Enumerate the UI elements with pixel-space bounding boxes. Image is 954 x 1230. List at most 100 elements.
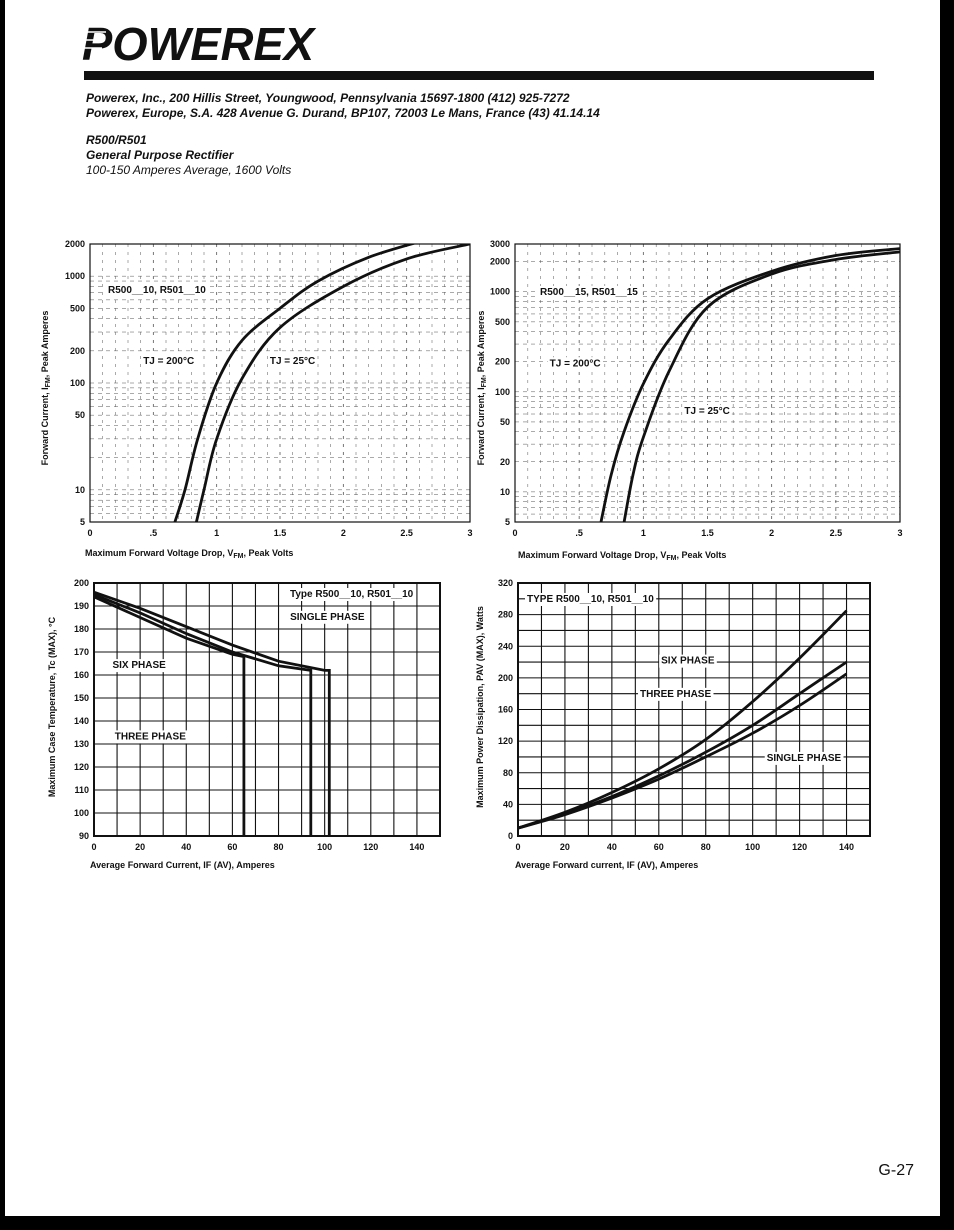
powerex-logo: POWEREX (82, 20, 316, 66)
y-tick-label: 200 (495, 357, 510, 367)
plot-frame (93, 582, 441, 837)
x-axis-label: Average Forward current, IF (AV), Ampere… (515, 860, 698, 870)
x-axis-label-main: Maximum Forward Voltage Drop, V (518, 550, 666, 560)
series-label: TJ = 25°C (270, 356, 315, 367)
y-tick-label: 200 (70, 346, 85, 356)
y-axis-label-main: Maximum Power Dissipation, PAV (MAX), Wa… (475, 606, 485, 808)
grid (514, 243, 901, 523)
series-label: SINGLE PHASE (290, 612, 365, 623)
x-tick-label: 0 (515, 842, 520, 852)
x-tick-label: 2.5 (400, 528, 413, 538)
y-tick-label: 150 (74, 693, 89, 703)
x-tick-label: .5 (575, 528, 583, 538)
x-axis-label-tail: , Peak Volts (676, 550, 726, 560)
y-tick-label: 200 (74, 578, 89, 588)
y-axis-label-main: Forward Current, I (40, 387, 50, 465)
y-tick-label: 200 (498, 673, 513, 683)
series-line-tj-25-c (622, 250, 900, 522)
y-axis-label-main: Forward Current, I (476, 387, 486, 465)
series-label-bg (764, 751, 844, 765)
series-label-bg (267, 355, 318, 369)
x-axis-label-tail: , Peak Volts (243, 548, 293, 558)
y-tick-label: 170 (74, 647, 89, 657)
y-tick-label: 500 (495, 317, 510, 327)
y-tick-label: 320 (498, 578, 513, 588)
series-label-bg (659, 654, 717, 668)
y-tick-label: 0 (508, 831, 513, 841)
x-tick-label: 0 (91, 842, 96, 852)
page-number: G-27 (878, 1162, 914, 1179)
series-line-single-phase (94, 590, 331, 836)
y-tick-label: 2000 (65, 239, 85, 249)
series-label: SIX PHASE (661, 656, 715, 667)
x-axis-label-main: Average Forward Current, IF (AV), Ampere… (90, 860, 275, 870)
series-label-bg (638, 687, 714, 701)
y-tick-label: 1000 (65, 271, 85, 281)
y-tick-label: 160 (498, 705, 513, 715)
series-label: THREE PHASE (640, 689, 711, 700)
series-line-single-phase (518, 672, 848, 830)
series-line-tj-25-c (195, 244, 470, 522)
y-tick-label: 40 (503, 799, 513, 809)
x-tick-label: 40 (607, 842, 617, 852)
x-tick-label: 0 (512, 528, 517, 538)
y-tick-label: 5 (80, 517, 85, 527)
series-label: TJ = 200°C (143, 356, 194, 367)
x-tick-label: 1.5 (274, 528, 287, 538)
product-type: General Purpose Rectifier (86, 148, 234, 162)
y-tick-label: 100 (70, 378, 85, 388)
y-axis-label-sub: FM (481, 377, 488, 387)
x-tick-label: 80 (701, 842, 711, 852)
part-number: R500/R501 (86, 133, 147, 147)
y-tick-label: 500 (70, 303, 85, 313)
series-label-bg (682, 405, 732, 419)
plot-frame (517, 582, 871, 837)
grid (517, 582, 871, 837)
x-tick-label: 20 (560, 842, 570, 852)
plot-frame (89, 243, 471, 523)
y-tick-label: 10 (500, 487, 510, 497)
chart-annotation: R500__10, R501__10 (108, 285, 206, 296)
x-tick-label: 2 (769, 528, 774, 538)
x-axis-label-sub: FM (666, 555, 676, 562)
y-tick-label: 5 (505, 517, 510, 527)
y-axis-label: Maximum Case Temperature, Tc (MAX), °C (47, 616, 57, 797)
y-axis-label-main: Maximum Case Temperature, Tc (MAX), °C (47, 616, 57, 797)
x-axis-label-main: Average Forward current, IF (AV), Ampere… (515, 860, 698, 870)
y-tick-label: 140 (74, 716, 89, 726)
x-tick-label: 20 (135, 842, 145, 852)
x-tick-label: 1 (641, 528, 646, 538)
series-line-tj-200-c (173, 244, 417, 522)
x-axis-label: Average Forward Current, IF (AV), Ampere… (90, 860, 275, 870)
y-tick-label: 110 (74, 785, 89, 795)
frame-left (0, 0, 5, 1230)
series-label: THREE PHASE (115, 731, 186, 742)
y-tick-label: 240 (498, 641, 513, 651)
chart-case-temperature: 0 20 40 60 80 100 120 140 90 100 110 120 130 140 150 16… (47, 578, 441, 870)
y-tick-label: 180 (74, 624, 89, 634)
plot-frame (514, 243, 901, 523)
chart-forward-voltage-15: 0 .5 1 1.5 2 2.5 3 5 10 20 50 100 200 500 1000 2000 3000… (476, 239, 903, 562)
series-label: TJ = 200°C (550, 358, 601, 369)
y-tick-label: 160 (74, 670, 89, 680)
y-tick-label: 3000 (490, 239, 510, 249)
x-tick-label: 100 (745, 842, 760, 852)
x-tick-label: 60 (654, 842, 664, 852)
y-axis-label-sub: FM (45, 377, 52, 387)
y-tick-label: 50 (75, 410, 85, 420)
y-tick-label: 1000 (490, 287, 510, 297)
y-axis-label: Forward Current, IFM, Peak Amperes (40, 311, 52, 466)
chart-annotation: TYPE R500__10, R501__10 (527, 594, 654, 605)
y-tick-label: 20 (500, 457, 510, 467)
y-tick-label: 100 (495, 387, 510, 397)
x-axis-label-main: Maximum Forward Voltage Drop, V (85, 548, 233, 558)
x-axis-label: Maximum Forward Voltage Drop, VFM, Peak … (85, 548, 293, 560)
annotation-bg (538, 286, 641, 299)
x-tick-label: 3 (897, 528, 902, 538)
y-axis-label: Maximum Power Dissipation, PAV (MAX), Wa… (475, 606, 485, 808)
series-label: SINGLE PHASE (767, 753, 842, 764)
chart-forward-voltage-10: 0 .5 1 1.5 2 2.5 3 5 10 50 100 200 500 1000 2000 Maximu… (40, 239, 473, 560)
rating: 100-150 Amperes Average, 1600 Volts (86, 163, 292, 177)
y-tick-label: 90 (79, 831, 89, 841)
x-tick-label: 100 (317, 842, 332, 852)
